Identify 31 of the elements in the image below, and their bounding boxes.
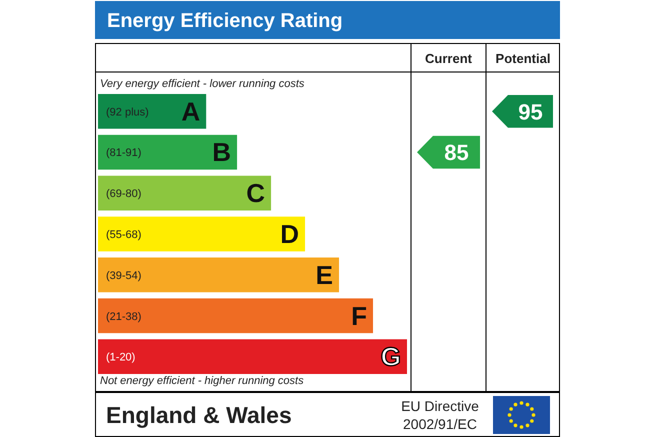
bar (98, 258, 340, 292)
annotation: (21-38) (106, 310, 142, 323)
text: Very energy efficient - lower running costs (100, 78, 305, 90)
text: Current (425, 51, 473, 66)
y-tick-label: E (316, 260, 334, 290)
annotation: (81-91) (106, 147, 142, 160)
y-tick-label: F (351, 300, 368, 331)
text: 85 (444, 140, 469, 166)
annotation: Not energy efficient - higher running costs (100, 375, 304, 387)
text: 2002/91/EC (403, 416, 477, 432)
annotation: (69-80) (106, 188, 142, 200)
bar (98, 134, 238, 170)
bar (98, 176, 272, 210)
annotation: (1-20) (106, 352, 136, 364)
y-tick-label: D (280, 219, 300, 249)
bar (98, 94, 206, 129)
bar (98, 216, 306, 252)
y-tick-label: B (212, 137, 232, 168)
y-tick-label: C (246, 178, 266, 208)
bar (98, 298, 374, 334)
text: EU Directive (401, 398, 480, 414)
annotation: (92 plus) (106, 106, 149, 118)
text: 95 (518, 99, 543, 124)
y-tick-label: G (380, 342, 401, 372)
y-tick-label: A (181, 96, 200, 126)
annotation: (55-68) (106, 229, 142, 241)
bar (98, 339, 407, 374)
text: England & Wales (106, 402, 292, 428)
chart-title: Energy Efficiency Rating (107, 10, 343, 32)
text: Potential (496, 51, 550, 66)
annotation: (39-54) (106, 270, 142, 282)
